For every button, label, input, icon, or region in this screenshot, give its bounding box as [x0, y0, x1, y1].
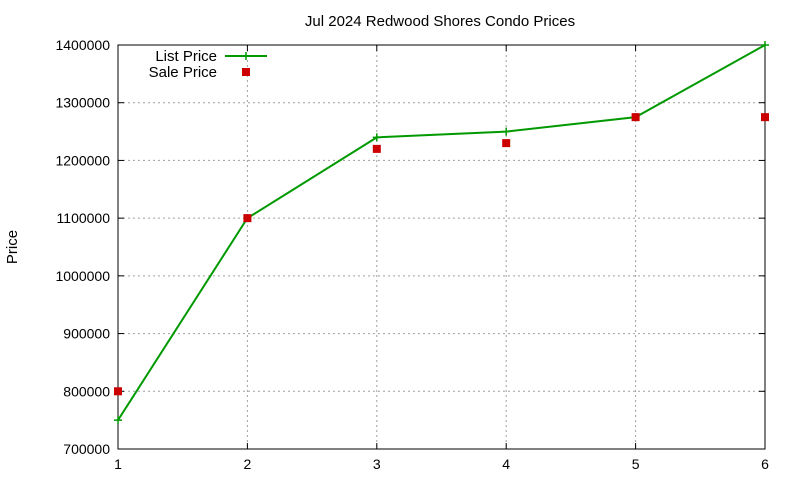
y-tick-label: 1300000 [55, 95, 110, 111]
sale-price-point [114, 387, 122, 396]
y-tick-label: 1000000 [55, 268, 110, 284]
legend-label-sale-price: Sale Price [149, 64, 217, 81]
x-tick-label: 3 [373, 456, 381, 472]
x-tick-label: 1 [114, 456, 122, 472]
x-tick-label: 5 [632, 456, 640, 472]
x-tick-label: 6 [761, 456, 769, 472]
legend-label-list-price: List Price [155, 48, 217, 65]
list-price-point [502, 127, 511, 136]
x-tick-label: 2 [244, 456, 252, 472]
axis-ticks: 1 2 3 4 5 6 700000 800000 900000 1000000 1100000 12… [55, 37, 769, 472]
sale-price-point [631, 113, 640, 122]
chart-title: Jul 2024 Redwood Shores Condo Prices [305, 13, 575, 30]
y-axis-label: Price [4, 230, 21, 264]
sale-price-point [502, 139, 511, 148]
series-layer [114, 41, 769, 425]
y-tick-label: 1100000 [57, 210, 111, 226]
y-tick-label: 900000 [63, 326, 110, 342]
sale-price-point [243, 214, 252, 223]
legend-marker-sale-price [242, 68, 250, 76]
y-tick-label: 700000 [63, 441, 110, 457]
sale-price-point [372, 144, 381, 153]
list-price-line [117, 44, 766, 421]
y-tick-label: 1400000 [55, 37, 110, 53]
legend-marker-list-price [242, 52, 250, 60]
list-price-point [761, 41, 769, 49]
plot-frame [117, 44, 766, 450]
list-price-point [372, 133, 381, 142]
sale-price-point [761, 113, 769, 122]
list-price-point [114, 416, 122, 425]
y-tick-label: 1200000 [55, 152, 110, 168]
y-tick-label: 800000 [63, 383, 110, 399]
grid [118, 45, 765, 449]
x-tick-label: 4 [502, 456, 510, 472]
